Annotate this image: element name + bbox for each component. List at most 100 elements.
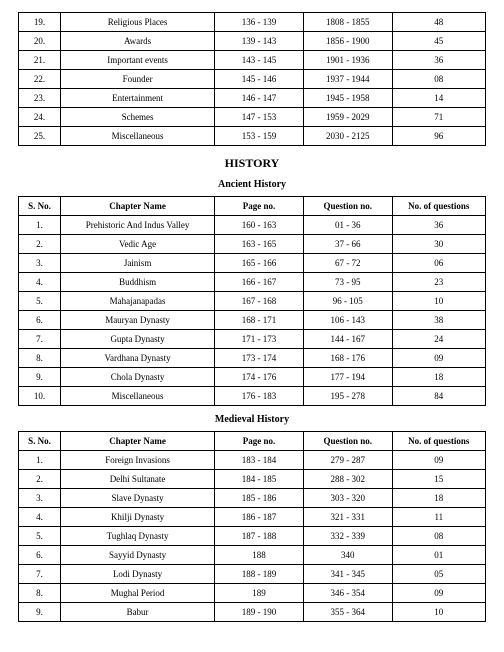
ancient-table: S. No. Chapter Name Page no. Question no… <box>18 196 486 406</box>
cell-sno: 6. <box>19 311 61 330</box>
table-row: 20.Awards139 - 1431856 - 190045 <box>19 32 486 51</box>
cell-sno: 8. <box>19 584 61 603</box>
table-row: 7.Gupta Dynasty171 - 173144 - 16724 <box>19 330 486 349</box>
cell-question: 144 - 167 <box>303 330 392 349</box>
cell-sno: 9. <box>19 603 61 622</box>
cell-count: 24 <box>392 330 485 349</box>
cell-question: 288 - 302 <box>303 470 392 489</box>
cell-chapter: Tughlaq Dynasty <box>61 527 215 546</box>
cell-chapter: Chola Dynasty <box>61 368 215 387</box>
cell-count: 11 <box>392 508 485 527</box>
cell-page: 189 <box>215 584 304 603</box>
cell-page: 174 - 176 <box>215 368 304 387</box>
medieval-table: S. No. Chapter Name Page no. Question no… <box>18 431 486 622</box>
cell-sno: 10. <box>19 387 61 406</box>
table-row: 23.Entertainment146 - 1471945 - 195814 <box>19 89 486 108</box>
table-row: 7.Lodi Dynasty188 - 189341 - 34505 <box>19 565 486 584</box>
cell-question: 332 - 339 <box>303 527 392 546</box>
header-sno: S. No. <box>19 432 61 451</box>
table-row: 9.Babur189 - 190355 - 36410 <box>19 603 486 622</box>
header-chapter: Chapter Name <box>61 197 215 216</box>
table-row: 9.Chola Dynasty174 - 176177 - 19418 <box>19 368 486 387</box>
cell-page: 143 - 145 <box>215 51 304 70</box>
header-chapter: Chapter Name <box>61 432 215 451</box>
cell-question: 1856 - 1900 <box>303 32 392 51</box>
cell-chapter: Entertainment <box>61 89 215 108</box>
cell-count: 06 <box>392 254 485 273</box>
cell-count: 08 <box>392 527 485 546</box>
cell-sno: 2. <box>19 235 61 254</box>
cell-question: 168 - 176 <box>303 349 392 368</box>
cell-sno: 22. <box>19 70 61 89</box>
cell-chapter: Important events <box>61 51 215 70</box>
cell-sno: 4. <box>19 508 61 527</box>
cell-page: 176 - 183 <box>215 387 304 406</box>
cell-chapter: Foreign Invasions <box>61 451 215 470</box>
cell-count: 10 <box>392 603 485 622</box>
cell-chapter: Mauryan Dynasty <box>61 311 215 330</box>
cell-sno: 25. <box>19 127 61 146</box>
cell-question: 355 - 364 <box>303 603 392 622</box>
cell-count: 09 <box>392 451 485 470</box>
cell-count: 01 <box>392 546 485 565</box>
cell-page: 147 - 153 <box>215 108 304 127</box>
cell-sno: 6. <box>19 546 61 565</box>
cell-chapter: Miscellaneous <box>61 127 215 146</box>
table-row: 2.Delhi Sultanate184 - 185288 - 30215 <box>19 470 486 489</box>
cell-chapter: Gupta Dynasty <box>61 330 215 349</box>
cell-question: 73 - 95 <box>303 273 392 292</box>
cell-question: 1808 - 1855 <box>303 13 392 32</box>
cell-question: 67 - 72 <box>303 254 392 273</box>
top-table: 19.Religious Places136 - 1391808 - 18554… <box>18 12 486 146</box>
cell-sno: 8. <box>19 349 61 368</box>
cell-count: 14 <box>392 89 485 108</box>
cell-question: 340 <box>303 546 392 565</box>
cell-count: 30 <box>392 235 485 254</box>
table-row: 1.Foreign Invasions183 - 184279 - 28709 <box>19 451 486 470</box>
cell-page: 188 <box>215 546 304 565</box>
cell-page: 168 - 171 <box>215 311 304 330</box>
cell-question: 1945 - 1958 <box>303 89 392 108</box>
cell-question: 303 - 320 <box>303 489 392 508</box>
cell-question: 1959 - 2029 <box>303 108 392 127</box>
table-header-row: S. No. Chapter Name Page no. Question no… <box>19 197 486 216</box>
cell-chapter: Delhi Sultanate <box>61 470 215 489</box>
cell-chapter: Prehistoric And Indus Valley <box>61 216 215 235</box>
table-row: 1.Prehistoric And Indus Valley160 - 1630… <box>19 216 486 235</box>
table-row: 25.Miscellaneous153 - 1592030 - 212596 <box>19 127 486 146</box>
cell-chapter: Jainism <box>61 254 215 273</box>
table-row: 6.Mauryan Dynasty168 - 171106 - 14338 <box>19 311 486 330</box>
cell-chapter: Lodi Dynasty <box>61 565 215 584</box>
cell-count: 45 <box>392 32 485 51</box>
cell-count: 10 <box>392 292 485 311</box>
cell-sno: 20. <box>19 32 61 51</box>
cell-question: 177 - 194 <box>303 368 392 387</box>
cell-page: 146 - 147 <box>215 89 304 108</box>
cell-page: 184 - 185 <box>215 470 304 489</box>
header-count: No. of questions <box>392 432 485 451</box>
cell-sno: 21. <box>19 51 61 70</box>
cell-chapter: Khilji Dynasty <box>61 508 215 527</box>
cell-page: 136 - 139 <box>215 13 304 32</box>
cell-count: 15 <box>392 470 485 489</box>
table-row: 3.Jainism165 - 16667 - 7206 <box>19 254 486 273</box>
table-row: 2.Vedic Age163 - 16537 - 6630 <box>19 235 486 254</box>
cell-chapter: Sayyid Dynasty <box>61 546 215 565</box>
cell-page: 163 - 165 <box>215 235 304 254</box>
cell-sno: 19. <box>19 13 61 32</box>
header-count: No. of questions <box>392 197 485 216</box>
cell-page: 166 - 167 <box>215 273 304 292</box>
table-row: 3.Slave Dynasty185 - 186303 - 32018 <box>19 489 486 508</box>
cell-question: 106 - 143 <box>303 311 392 330</box>
table-row: 8.Mughal Period189346 - 35409 <box>19 584 486 603</box>
cell-chapter: Vardhana Dynasty <box>61 349 215 368</box>
cell-question: 2030 - 2125 <box>303 127 392 146</box>
cell-page: 188 - 189 <box>215 565 304 584</box>
cell-page: 139 - 143 <box>215 32 304 51</box>
cell-page: 186 - 187 <box>215 508 304 527</box>
cell-chapter: Mahajanapadas <box>61 292 215 311</box>
cell-question: 279 - 287 <box>303 451 392 470</box>
table-row: 21.Important events143 - 1451901 - 19363… <box>19 51 486 70</box>
table-row: 5.Tughlaq Dynasty187 - 188332 - 33908 <box>19 527 486 546</box>
table-row: 24.Schemes147 - 1531959 - 202971 <box>19 108 486 127</box>
